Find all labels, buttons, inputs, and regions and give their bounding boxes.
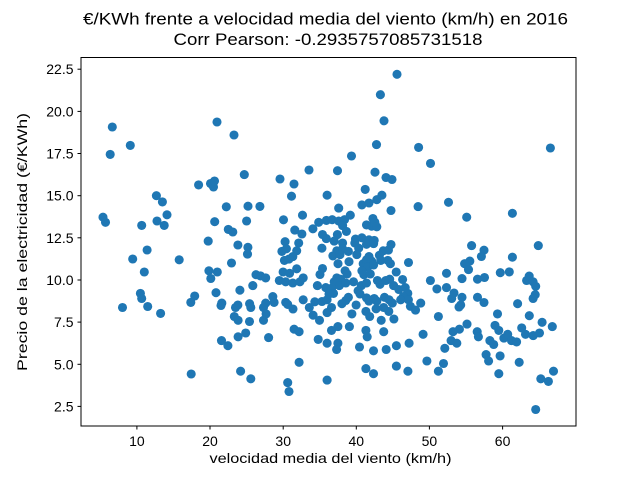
svg-text:velocidad media del viento (km: velocidad media del viento (km/h) — [210, 450, 452, 466]
svg-text:17.5: 17.5 — [46, 146, 73, 162]
svg-text:20: 20 — [202, 433, 218, 449]
svg-text:10: 10 — [129, 433, 145, 449]
svg-text:15.0: 15.0 — [46, 188, 73, 204]
svg-text:20.0: 20.0 — [46, 103, 73, 119]
svg-text:2.5: 2.5 — [54, 398, 74, 414]
svg-text:22.5: 22.5 — [46, 61, 73, 77]
svg-text:40: 40 — [349, 433, 365, 449]
svg-text:€/KWh frente a velocidad media: €/KWh frente a velocidad media del vient… — [83, 10, 568, 29]
svg-text:Corr Pearson: -0.2935757085731: Corr Pearson: -0.2935757085731518 — [174, 30, 483, 49]
svg-text:7.5: 7.5 — [54, 314, 74, 330]
svg-text:12.5: 12.5 — [46, 230, 73, 246]
svg-text:30: 30 — [275, 433, 291, 449]
svg-text:Precio de la electricidad (€/K: Precio de la electricidad (€/KWh) — [14, 113, 30, 371]
svg-text:60: 60 — [495, 433, 511, 449]
svg-text:10.0: 10.0 — [46, 272, 73, 288]
svg-text:50: 50 — [422, 433, 438, 449]
svg-text:5.0: 5.0 — [54, 356, 74, 372]
